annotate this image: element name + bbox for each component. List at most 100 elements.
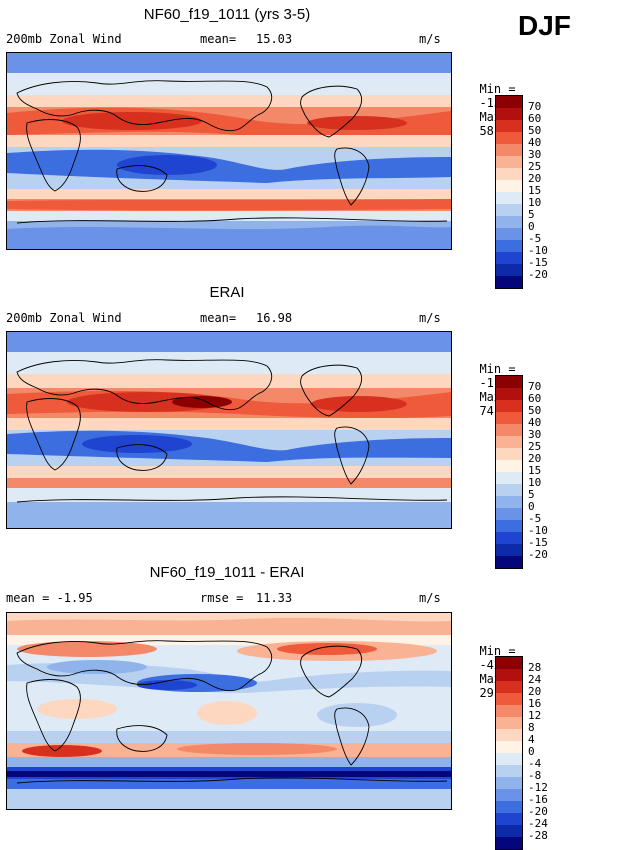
colorbar-swatch [496, 472, 522, 484]
panel1-unit: m/s [419, 32, 441, 46]
colorbar-tick-label: 15 [528, 184, 542, 197]
colorbar-tick-label: 10 [528, 476, 542, 489]
colorbar-swatch [496, 388, 522, 400]
panel3-colorbar-labels: 28 24 20 16 12 8 4 0 -4 -8 -12 -16 -20 -24 -28 [528, 662, 548, 842]
coastlines [16, 359, 448, 503]
colorbar-tick-label: 60 [528, 112, 542, 125]
colorbar-swatch [496, 801, 522, 813]
colorbar-tick-label: -15 [528, 256, 548, 269]
colorbar-swatch [496, 669, 522, 681]
colorbar-swatch [496, 508, 522, 520]
colorbar-swatch [496, 192, 522, 204]
colorbar-tick-label: 20 [528, 172, 542, 185]
colorbar-tick-label: -10 [528, 524, 548, 537]
panel2-unit: m/s [419, 311, 441, 325]
colorbar-tick-label: -20 [528, 268, 548, 281]
colorbar-swatch [496, 400, 522, 412]
colorbar-swatch [496, 168, 522, 180]
colorbar-tick-label: -16 [528, 793, 548, 806]
colorbar-swatch [496, 520, 522, 532]
colorbar-swatch [496, 108, 522, 120]
colorbar-tick-label: -4 [528, 757, 542, 770]
panel3-rmse-value: 11.33 [256, 591, 293, 605]
colorbar-swatch [496, 484, 522, 496]
colorbar-swatch [496, 717, 522, 729]
colorbar-tick-label: 28 [528, 661, 542, 674]
panel3-unit: m/s [419, 591, 441, 605]
panel1-colorbar [495, 95, 523, 289]
panel1-mean-value: 15.03 [256, 32, 293, 46]
colorbar-tick-label: 20 [528, 685, 542, 698]
panel3-title: NF60_f19_1011 - ERAI [149, 564, 305, 581]
colorbar-swatch [496, 777, 522, 789]
colorbar-tick-label: 25 [528, 160, 542, 173]
colorbar-swatch [496, 424, 522, 436]
colorbar-tick-label: -28 [528, 829, 548, 842]
season-label: DJF [518, 10, 571, 41]
coastlines [16, 80, 448, 224]
panel2-colorbar-labels: 70 60 50 40 30 25 20 15 10 5 0 -5 -10 -15 -20 [528, 381, 548, 561]
colorbar-swatch [496, 264, 522, 276]
colorbar-swatch [496, 532, 522, 544]
colorbar-swatch [496, 228, 522, 240]
panel3-colorbar [495, 656, 523, 850]
colorbar-tick-label: 24 [528, 673, 542, 686]
colorbar-swatch [496, 657, 522, 669]
colorbar-tick-label: -5 [528, 512, 542, 525]
colorbar-swatch [496, 204, 522, 216]
colorbar-swatch [496, 837, 522, 849]
colorbar-tick-label: 40 [528, 416, 542, 429]
colorbar-tick-label: 50 [528, 124, 542, 137]
colorbar-tick-label: 15 [528, 464, 542, 477]
panel2-variable-label: 200mb Zonal Wind [6, 311, 122, 325]
colorbar-tick-label: 0 [528, 745, 535, 758]
colorbar-tick-label: 30 [528, 428, 542, 441]
colorbar-swatch [496, 144, 522, 156]
colorbar-tick-label: 16 [528, 697, 542, 710]
colorbar-tick-label: -24 [528, 817, 548, 830]
colorbar-tick-label: 0 [528, 220, 535, 233]
colorbar-tick-label: -8 [528, 769, 542, 782]
colorbar-swatch [496, 216, 522, 228]
panel3-mean-text: mean = -1.95 [6, 591, 93, 605]
colorbar-swatch [496, 544, 522, 556]
colorbar-swatch [496, 681, 522, 693]
colorbar-tick-label: 70 [528, 380, 542, 393]
panel2-colorbar [495, 375, 523, 569]
colorbar-tick-label: 5 [528, 488, 535, 501]
panel2-title: ERAI [209, 284, 245, 301]
colorbar-swatch [496, 120, 522, 132]
colorbar-tick-label: 40 [528, 136, 542, 149]
panel1-colorbar-labels: 70 60 50 40 30 25 20 15 10 5 0 -5 -10 -15 -20 [528, 101, 548, 281]
panel2-map [6, 331, 452, 529]
colorbar-tick-label: 12 [528, 709, 542, 722]
colorbar-swatch [496, 448, 522, 460]
colorbar-swatch [496, 813, 522, 825]
colorbar-swatch [496, 180, 522, 192]
colorbar-swatch [496, 376, 522, 388]
colorbar-tick-label: -20 [528, 548, 548, 561]
colorbar-tick-label: -20 [528, 805, 548, 818]
colorbar-swatch [496, 753, 522, 765]
colorbar-swatch [496, 729, 522, 741]
colorbar-tick-label: 5 [528, 208, 535, 221]
colorbar-swatch [496, 789, 522, 801]
colorbar-tick-label: 30 [528, 148, 542, 161]
colorbar-swatch [496, 276, 522, 288]
coastlines [16, 640, 448, 784]
panel1-min-label: Min = [479, 82, 516, 96]
colorbar-swatch [496, 96, 522, 108]
colorbar-swatch [496, 825, 522, 837]
colorbar-tick-label: 0 [528, 500, 535, 513]
panel3-map [6, 612, 452, 810]
colorbar-swatch [496, 556, 522, 568]
colorbar-swatch [496, 741, 522, 753]
panel2-min-label: Min = [479, 362, 516, 376]
colorbar-tick-label: -15 [528, 536, 548, 549]
colorbar-swatch [496, 132, 522, 144]
colorbar-tick-label: 20 [528, 452, 542, 465]
colorbar-tick-label: 4 [528, 733, 535, 746]
panel2-mean-label: mean= [200, 311, 237, 325]
panel1-variable-label: 200mb Zonal Wind [6, 32, 122, 46]
colorbar-swatch [496, 156, 522, 168]
